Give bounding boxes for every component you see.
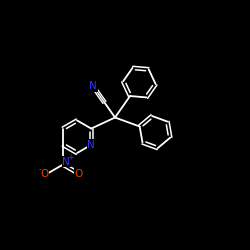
Text: N: N [87, 140, 95, 150]
Text: +: + [67, 153, 73, 162]
Text: N: N [62, 156, 70, 166]
Text: O: O [40, 169, 48, 179]
Text: O: O [75, 169, 83, 179]
Text: -: - [39, 165, 42, 174]
Text: N: N [89, 81, 97, 91]
